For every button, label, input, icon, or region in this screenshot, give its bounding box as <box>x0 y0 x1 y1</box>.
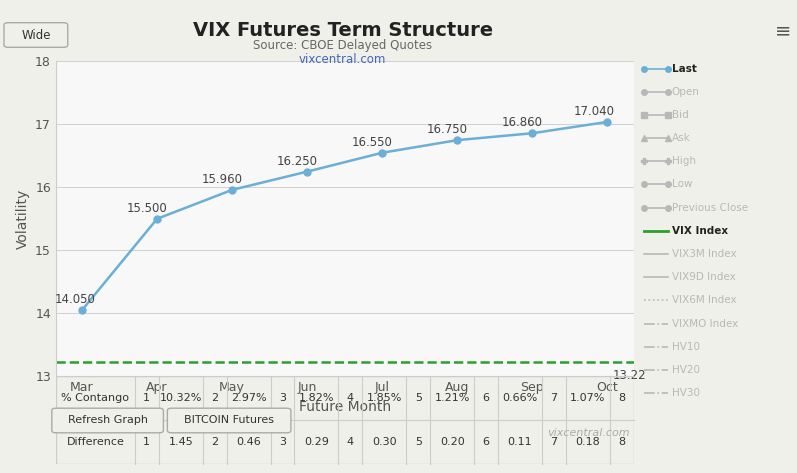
Text: VIXMO Index: VIXMO Index <box>672 318 738 329</box>
Text: 16.250: 16.250 <box>277 155 318 167</box>
Text: HV30: HV30 <box>672 388 700 398</box>
Text: 5: 5 <box>414 393 422 403</box>
Text: 14.050: 14.050 <box>54 293 95 306</box>
Text: 0.11: 0.11 <box>508 437 532 447</box>
Text: Open: Open <box>672 87 700 97</box>
Text: 0.30: 0.30 <box>372 437 397 447</box>
Text: 7: 7 <box>551 437 557 447</box>
Text: Difference: Difference <box>66 437 124 447</box>
Text: Low: Low <box>672 179 693 190</box>
Text: 3: 3 <box>279 437 286 447</box>
Text: 1.82%: 1.82% <box>299 393 334 403</box>
Text: Ask: Ask <box>672 133 691 143</box>
Text: 10.32%: 10.32% <box>159 393 202 403</box>
Text: 7: 7 <box>551 393 557 403</box>
Text: HV20: HV20 <box>672 365 700 375</box>
Text: 8: 8 <box>618 393 626 403</box>
Text: Refresh Graph: Refresh Graph <box>68 415 147 426</box>
Text: 1.85%: 1.85% <box>367 393 402 403</box>
Text: VIX3M Index: VIX3M Index <box>672 249 736 259</box>
Text: % Contango: % Contango <box>61 393 129 403</box>
Text: ≡: ≡ <box>775 21 791 40</box>
Text: 16.750: 16.750 <box>426 123 468 136</box>
Text: High: High <box>672 156 696 166</box>
Text: VIX Futures Term Structure: VIX Futures Term Structure <box>193 21 493 40</box>
Text: VIX6M Index: VIX6M Index <box>672 295 736 306</box>
Text: Bid: Bid <box>672 110 689 120</box>
Text: 1.07%: 1.07% <box>570 393 606 403</box>
Text: Source: CBOE Delayed Quotes: Source: CBOE Delayed Quotes <box>253 39 432 52</box>
Text: 16.860: 16.860 <box>502 116 543 129</box>
Text: 6: 6 <box>482 393 489 403</box>
Text: 5: 5 <box>414 437 422 447</box>
Text: 1: 1 <box>143 393 151 403</box>
Text: VIX9D Index: VIX9D Index <box>672 272 736 282</box>
X-axis label: Future Month: Future Month <box>299 400 391 413</box>
Text: 1.21%: 1.21% <box>434 393 469 403</box>
Text: 6: 6 <box>482 437 489 447</box>
Text: 4: 4 <box>347 393 354 403</box>
Text: Previous Close: Previous Close <box>672 202 748 213</box>
Text: 0.66%: 0.66% <box>502 393 538 403</box>
Text: 2.97%: 2.97% <box>231 393 266 403</box>
Text: HV10: HV10 <box>672 342 700 352</box>
Text: Wide: Wide <box>21 28 51 42</box>
Text: 15.500: 15.500 <box>127 202 167 215</box>
Text: 2: 2 <box>211 437 218 447</box>
Text: vixcentral.com: vixcentral.com <box>299 53 387 66</box>
Text: 16.550: 16.550 <box>351 136 393 149</box>
Text: 0.46: 0.46 <box>236 437 261 447</box>
Text: 2: 2 <box>211 393 218 403</box>
Text: 4: 4 <box>347 437 354 447</box>
Text: 0.18: 0.18 <box>575 437 600 447</box>
Y-axis label: Volatility: Volatility <box>15 189 29 249</box>
Text: 13.22: 13.22 <box>613 369 646 382</box>
Text: VIX Index: VIX Index <box>672 226 728 236</box>
Text: 1.45: 1.45 <box>168 437 193 447</box>
Text: 0.20: 0.20 <box>440 437 465 447</box>
Text: Last: Last <box>672 63 697 74</box>
Text: 17.040: 17.040 <box>574 105 615 118</box>
Text: 1: 1 <box>143 437 151 447</box>
Text: 0.29: 0.29 <box>304 437 329 447</box>
Text: 15.960: 15.960 <box>202 173 242 186</box>
Text: vixcentral.com: vixcentral.com <box>547 428 630 438</box>
Text: 3: 3 <box>279 393 286 403</box>
Text: 8: 8 <box>618 437 626 447</box>
Text: BITCOIN Futures: BITCOIN Futures <box>184 415 274 426</box>
